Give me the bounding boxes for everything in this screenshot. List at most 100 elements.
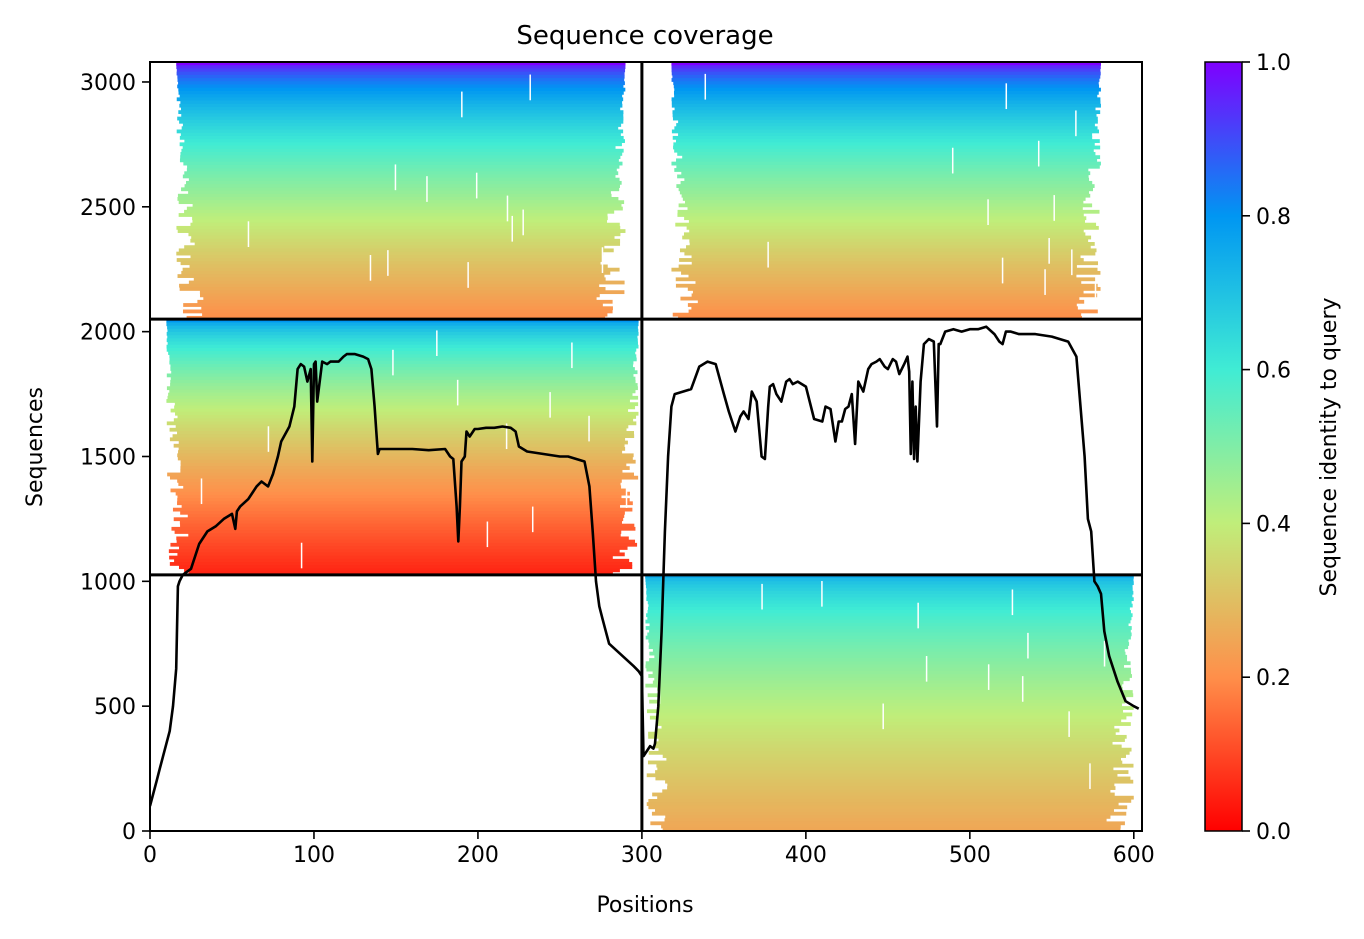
heatmap-row: [169, 562, 633, 566]
colorbar-ticks: 0.0 0.2 0.4 0.6 0.8 1.0: [1242, 51, 1291, 845]
heatmap-row: [170, 488, 627, 493]
heatmap-row: [189, 264, 608, 269]
heatmap-row: [202, 312, 608, 317]
colorbar-tick-label: 0.6: [1256, 359, 1291, 384]
heatmap-row: [194, 242, 621, 246]
heatmap-row: [689, 238, 1089, 243]
x-tick-label: 400: [785, 843, 827, 868]
gap-mark: [300, 542, 303, 569]
heatmap-row: [671, 78, 1100, 82]
heatmap-row: [183, 161, 623, 166]
heatmap-row: [666, 757, 1121, 762]
heatmap-row: [645, 584, 1133, 589]
gap-mark: [1103, 640, 1106, 667]
heatmap-row: [673, 145, 1101, 150]
heatmap-row: [675, 139, 1100, 143]
heatmap-row: [677, 209, 1100, 214]
gap-mark: [761, 583, 763, 610]
gap-mark: [506, 195, 509, 222]
heatmap-row: [181, 187, 620, 192]
heatmap-row: [182, 123, 622, 127]
heatmap-row: [645, 619, 1131, 624]
heatmap-row: [674, 148, 1094, 153]
heatmap-row: [672, 312, 1082, 317]
heatmap-row: [181, 107, 621, 111]
heatmap-row: [649, 658, 1128, 662]
heatmap-row: [174, 558, 630, 563]
gap-mark: [1037, 140, 1040, 167]
heatmap-row: [180, 462, 627, 467]
heatmap-row: [695, 280, 1082, 285]
heatmap-row: [181, 504, 621, 509]
heatmap-row: [166, 338, 638, 343]
heatmap-row: [176, 65, 626, 70]
heatmap-row: [170, 542, 638, 547]
heatmap-row: [176, 129, 624, 134]
gap-mark: [951, 147, 954, 174]
heatmap-row: [182, 267, 620, 272]
heatmap-row: [646, 773, 1118, 778]
colorbar-gradient: [1204, 61, 1243, 832]
heatmap-row: [681, 193, 1091, 198]
heatmap-row: [648, 603, 1133, 608]
heatmap-row: [167, 335, 638, 339]
heatmap-row: [169, 437, 626, 442]
heatmap-row: [177, 498, 630, 502]
heatmap-row: [176, 258, 603, 262]
heatmap-row: [658, 690, 1133, 694]
heatmap-row: [689, 229, 1084, 233]
heatmap-row: [171, 370, 638, 375]
heatmap-row: [684, 177, 1090, 182]
heatmap-row: [680, 296, 1080, 301]
heatmap-row: [646, 613, 1133, 618]
heatmap-row: [648, 674, 1132, 678]
gap-mark: [925, 656, 928, 682]
heatmap-row: [188, 533, 621, 538]
heatmap-row: [687, 206, 1083, 211]
heatmap-row: [179, 546, 628, 550]
heatmap-row: [654, 744, 1122, 749]
heatmap-row: [675, 222, 1097, 227]
heatmap-row: [176, 68, 626, 73]
gap-mark: [1044, 269, 1046, 295]
heatmap-row: [192, 219, 608, 224]
x-tick-label: 100: [293, 843, 335, 868]
heatmap-row: [657, 702, 1123, 707]
heatmap-row: [203, 296, 597, 301]
heatmap-row: [657, 712, 1133, 717]
heatmap-row: [659, 696, 1127, 701]
x-axis-title: Positions: [596, 893, 693, 918]
y-tick-label: 0: [122, 820, 136, 845]
heatmap-row: [168, 392, 633, 397]
gap-mark: [486, 521, 489, 548]
heatmap-row: [671, 68, 1101, 73]
heatmap-row: [178, 565, 633, 570]
heatmap-row: [661, 824, 1121, 829]
heatmap-row: [184, 184, 620, 188]
x-tick-label: 600: [1113, 843, 1155, 868]
heatmap-row: [676, 164, 1100, 169]
heatmap-row: [170, 383, 638, 387]
heatmap-row: [172, 507, 633, 512]
heatmap-row: [679, 190, 1090, 195]
heatmap-row: [680, 180, 1093, 185]
heatmap-row: [683, 232, 1086, 237]
gap-mark: [1001, 257, 1004, 284]
gap-mark: [426, 176, 428, 202]
coverage-heatmap: [166, 62, 1134, 831]
heatmap-row: [691, 254, 1081, 259]
y-tick-label: 1500: [80, 445, 136, 470]
heatmap-row: [687, 303, 1077, 307]
heatmap-row: [645, 683, 1123, 688]
heatmap-row: [649, 622, 1129, 627]
heatmap-row: [677, 213, 1084, 217]
heatmap-row: [176, 251, 604, 256]
heatmap-row: [646, 709, 1124, 714]
heatmap-row: [178, 482, 621, 486]
gap-mark: [1089, 763, 1091, 789]
heatmap-row: [166, 319, 639, 323]
heatmap-row: [688, 274, 1077, 278]
heatmap-row: [177, 78, 625, 82]
heatmap-row: [166, 386, 638, 391]
heatmap-row: [197, 299, 613, 304]
